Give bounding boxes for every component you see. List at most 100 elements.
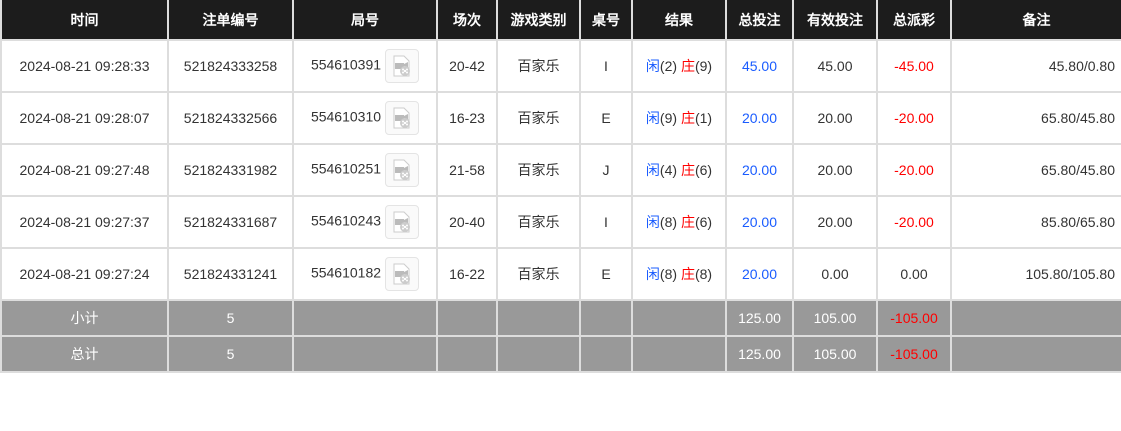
video-replay-icon[interactable] bbox=[385, 205, 420, 239]
round-number: 554610243 bbox=[310, 212, 382, 229]
column-header: 场次 bbox=[436, 0, 498, 41]
game-type: 百家乐 bbox=[496, 143, 581, 197]
summary-payout: -105.00 bbox=[876, 335, 952, 373]
table-number: I bbox=[579, 39, 633, 93]
result: 闲(2) 庄(9) bbox=[631, 39, 727, 93]
bet-time: 2024-08-21 09:27:48 bbox=[0, 143, 169, 197]
total-bet: 20.00 bbox=[725, 91, 794, 145]
valid-bet: 0.00 bbox=[792, 247, 878, 301]
bet-id: 521824331687 bbox=[167, 195, 294, 249]
payout: 0.00 bbox=[876, 247, 952, 301]
player-points: (8) bbox=[659, 214, 678, 230]
remark: 65.80/45.80 bbox=[950, 91, 1121, 145]
payout: -45.00 bbox=[876, 39, 952, 93]
column-header: 游戏类别 bbox=[496, 0, 581, 41]
player-points: (4) bbox=[659, 162, 678, 178]
column-header: 局号 bbox=[292, 0, 438, 41]
round-number: 554610182 bbox=[310, 264, 382, 281]
table-number: E bbox=[579, 91, 633, 145]
session: 20-42 bbox=[436, 39, 498, 93]
game-type: 百家乐 bbox=[496, 39, 581, 93]
payout: -20.00 bbox=[876, 195, 952, 249]
column-header: 总派彩 bbox=[876, 0, 952, 41]
round-cell: 554610251 bbox=[292, 143, 438, 197]
summary-total-bet: 125.00 bbox=[725, 335, 794, 373]
remark: 85.80/65.80 bbox=[950, 195, 1121, 249]
table-row: 2024-08-21 09:27:24 521824331241 5546101… bbox=[0, 247, 1121, 301]
subtotal-row: 小计 5 125.00 105.00 -105.00 bbox=[0, 299, 1121, 337]
round-cell: 554610243 bbox=[292, 195, 438, 249]
bet-id: 521824333258 bbox=[167, 39, 294, 93]
session: 20-40 bbox=[436, 195, 498, 249]
video-replay-icon[interactable] bbox=[385, 257, 420, 291]
summary-valid-bet: 105.00 bbox=[792, 335, 878, 373]
total-bet: 20.00 bbox=[725, 143, 794, 197]
player-label: 闲 bbox=[645, 58, 660, 74]
table-header: 时间 注单编号 局号 场次 游戏类别 桌号 结果 总投注 有效投注 总派彩 备注 bbox=[0, 0, 1121, 41]
table-number: E bbox=[579, 247, 633, 301]
bet-id: 521824331241 bbox=[167, 247, 294, 301]
column-header: 注单编号 bbox=[167, 0, 294, 41]
banker-label: 庄 bbox=[680, 266, 695, 282]
column-header: 时间 bbox=[0, 0, 169, 41]
video-replay-icon[interactable] bbox=[385, 153, 420, 187]
result: 闲(8) 庄(8) bbox=[631, 247, 727, 301]
grand_total-row: 总计 5 125.00 105.00 -105.00 bbox=[0, 335, 1121, 373]
total-bet: 45.00 bbox=[725, 39, 794, 93]
bet-time: 2024-08-21 09:27:24 bbox=[0, 247, 169, 301]
banker-points: (9) bbox=[694, 58, 713, 74]
round-cell: 554610182 bbox=[292, 247, 438, 301]
session: 16-22 bbox=[436, 247, 498, 301]
summary-count: 5 bbox=[167, 299, 294, 337]
payout: -20.00 bbox=[876, 91, 952, 145]
player-label: 闲 bbox=[645, 266, 660, 282]
player-label: 闲 bbox=[645, 110, 660, 126]
remark: 65.80/45.80 bbox=[950, 143, 1121, 197]
remark: 105.80/105.80 bbox=[950, 247, 1121, 301]
remark: 45.80/0.80 bbox=[950, 39, 1121, 93]
player-points: (2) bbox=[659, 58, 678, 74]
valid-bet: 20.00 bbox=[792, 195, 878, 249]
summary-payout: -105.00 bbox=[876, 299, 952, 337]
valid-bet: 45.00 bbox=[792, 39, 878, 93]
banker-label: 庄 bbox=[680, 214, 695, 230]
column-header: 有效投注 bbox=[792, 0, 878, 41]
column-header: 桌号 bbox=[579, 0, 633, 41]
valid-bet: 20.00 bbox=[792, 91, 878, 145]
round-cell: 554610391 bbox=[292, 39, 438, 93]
bet-time: 2024-08-21 09:27:37 bbox=[0, 195, 169, 249]
banker-label: 庄 bbox=[680, 162, 695, 178]
bet-id: 521824332566 bbox=[167, 91, 294, 145]
player-points: (8) bbox=[659, 266, 678, 282]
column-header: 总投注 bbox=[725, 0, 794, 41]
summary-valid-bet: 105.00 bbox=[792, 299, 878, 337]
payout: -20.00 bbox=[876, 143, 952, 197]
banker-points: (6) bbox=[694, 162, 713, 178]
banker-label: 庄 bbox=[680, 110, 695, 126]
banker-points: (8) bbox=[694, 266, 713, 282]
bet-time: 2024-08-21 09:28:07 bbox=[0, 91, 169, 145]
round-number: 554610310 bbox=[310, 108, 382, 125]
table-row: 2024-08-21 09:28:07 521824332566 5546103… bbox=[0, 91, 1121, 145]
result: 闲(8) 庄(6) bbox=[631, 195, 727, 249]
column-header: 结果 bbox=[631, 0, 727, 41]
summary-total-bet: 125.00 bbox=[725, 299, 794, 337]
banker-points: (6) bbox=[694, 214, 713, 230]
video-replay-icon[interactable] bbox=[385, 49, 420, 83]
banker-label: 庄 bbox=[680, 58, 695, 74]
video-replay-icon[interactable] bbox=[385, 101, 420, 135]
column-header: 备注 bbox=[950, 0, 1121, 41]
total-bet: 20.00 bbox=[725, 195, 794, 249]
session: 16-23 bbox=[436, 91, 498, 145]
table-row: 2024-08-21 09:27:37 521824331687 5546102… bbox=[0, 195, 1121, 249]
round-number: 554610251 bbox=[310, 160, 382, 177]
round-number: 554610391 bbox=[310, 56, 382, 73]
game-type: 百家乐 bbox=[496, 247, 581, 301]
table-row: 2024-08-21 09:28:33 521824333258 5546103… bbox=[0, 39, 1121, 93]
table-number: J bbox=[579, 143, 633, 197]
game-type: 百家乐 bbox=[496, 91, 581, 145]
round-cell: 554610310 bbox=[292, 91, 438, 145]
summary-count: 5 bbox=[167, 335, 294, 373]
result: 闲(9) 庄(1) bbox=[631, 91, 727, 145]
session: 21-58 bbox=[436, 143, 498, 197]
